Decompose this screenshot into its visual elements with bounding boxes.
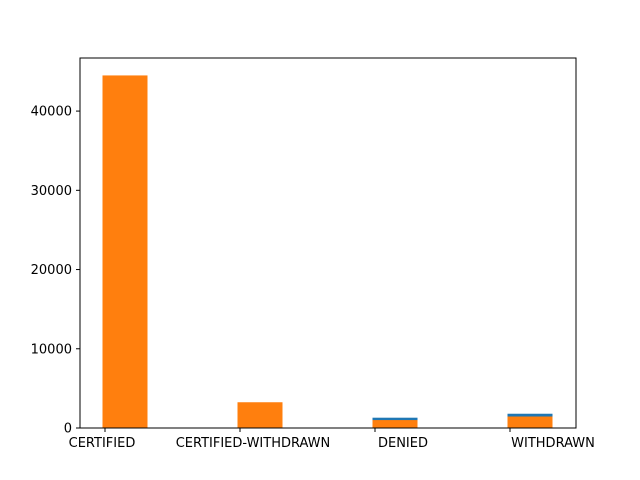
x-tick-label-denied: DENIED [378,436,428,451]
bar-series2-denied [372,420,418,428]
y-tick-label: 30000 [31,184,72,199]
y-tick-label: 0 [64,422,72,437]
bar-series2-certified-withdrawn [237,402,283,428]
plot-frame [79,57,577,429]
x-tick-label-withdrawn: WITHDRAWN [511,436,595,451]
bar-series2-withdrawn [507,416,553,428]
bars-layer [102,75,553,429]
plot-background [80,58,576,428]
y-tick-label: 20000 [31,263,72,278]
x-tick-label-certified-withdrawn: CERTIFIED-WITHDRAWN [176,436,331,451]
x-tick-label-certified: CERTIFIED [69,436,136,451]
y-tick-label: 40000 [31,105,72,120]
y-tick-label: 10000 [31,342,72,357]
x-axis: CERTIFIED CERTIFIED-WITHDRAWN DENIED WITHDR… [69,428,595,451]
y-axis: 0 10000 20000 30000 40000 [31,105,80,437]
bar-series2-certified [102,75,148,428]
